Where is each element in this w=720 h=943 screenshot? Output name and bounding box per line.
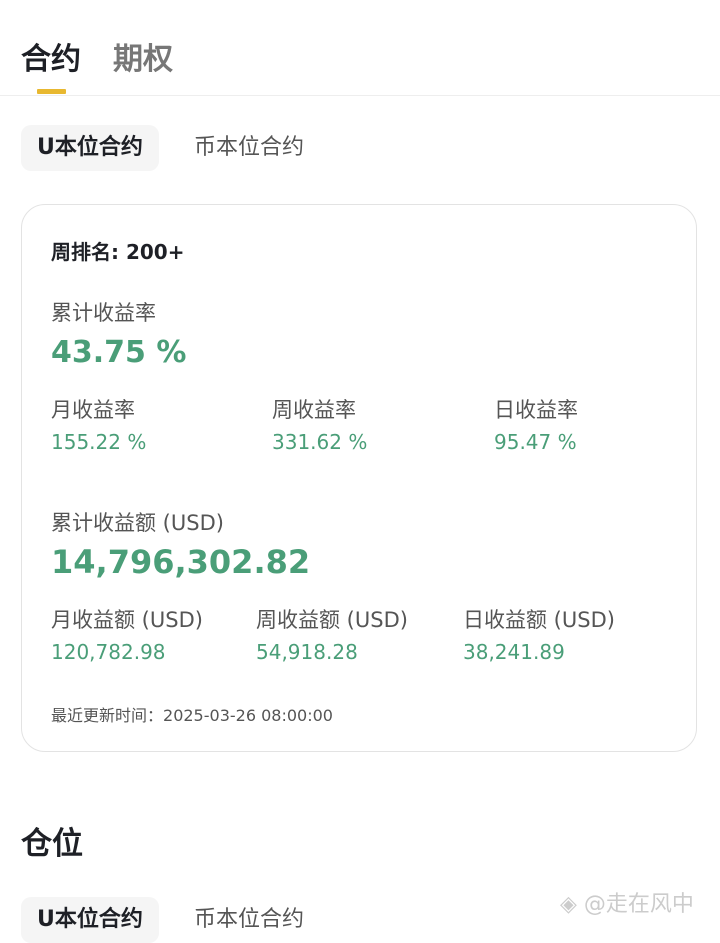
watermark: ◈ @走在风中 — [560, 886, 694, 918]
last-updated: 最近更新时间：2025-03-26 08:00:00 — [51, 702, 333, 726]
watermark-text: @走在风中 — [583, 892, 694, 917]
tab-options[interactable]: 期权 — [113, 42, 173, 77]
active-tab-indicator — [37, 89, 66, 94]
weekly-rate-label: 周收益率 — [272, 398, 356, 422]
weekly-rank: 周排名: 200+ — [51, 240, 185, 264]
subtab-usdt-m[interactable]: U本位合约 — [21, 125, 159, 171]
cum-rate-value: 43.75 % — [51, 335, 187, 370]
diamond-logo-icon: ◈ — [560, 892, 577, 917]
daily-amount-label: 日收益额 (USD) — [463, 608, 615, 632]
monthly-rate-value: 155.22 % — [51, 430, 147, 454]
performance-card — [21, 204, 697, 752]
positions-subtab-coin-m[interactable]: 币本位合约 — [194, 907, 305, 932]
daily-rate-label: 日收益率 — [494, 398, 578, 422]
weekly-rate-value: 331.62 % — [272, 430, 368, 454]
daily-amount-value: 38,241.89 — [463, 640, 565, 664]
cum-amount-label: 累计收益额 (USD) — [51, 511, 224, 535]
update-label: 最近更新时间： — [51, 706, 164, 725]
cum-rate-label: 累计收益率 — [51, 301, 156, 325]
positions-subtab-usdt-m[interactable]: U本位合约 — [21, 897, 159, 943]
tab-contracts[interactable]: 合约 — [21, 42, 81, 77]
weekly-amount-value: 54,918.28 — [256, 640, 358, 664]
monthly-amount-value: 120,782.98 — [51, 640, 166, 664]
daily-rate-value: 95.47 % — [494, 430, 577, 454]
monthly-amount-label: 月收益额 (USD) — [51, 608, 203, 632]
weekly-amount-label: 周收益额 (USD) — [256, 608, 408, 632]
cum-amount-value: 14,796,302.82 — [51, 543, 311, 581]
monthly-rate-label: 月收益率 — [51, 398, 135, 422]
subtab-coin-m[interactable]: 币本位合约 — [194, 135, 305, 160]
update-time: 2025-03-26 08:00:00 — [163, 706, 333, 725]
positions-title: 仓位 — [21, 826, 83, 862]
divider — [0, 95, 720, 96]
